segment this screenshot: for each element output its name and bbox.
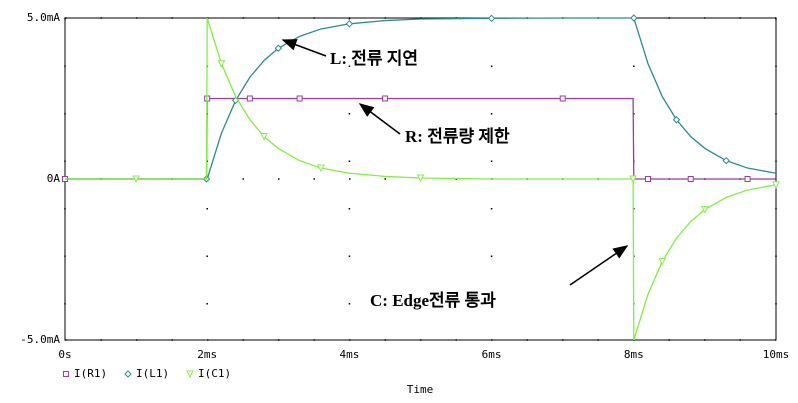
series-line [65, 17, 777, 341]
x-tick-label: 10ms [763, 348, 790, 361]
data-point [672, 116, 681, 124]
data-point [772, 181, 780, 189]
data-point [260, 132, 268, 141]
annotation: C: Edge전류 통과 [370, 291, 496, 310]
x-tick-label: 6ms [482, 348, 502, 361]
data-point [345, 20, 354, 28]
legend-symbol [124, 370, 132, 378]
data-point [317, 164, 325, 173]
data-point [744, 176, 751, 182]
x-tick-label: 0s [58, 348, 71, 361]
x-tick-label: 2ms [197, 348, 217, 361]
x-tick-label: 8ms [624, 348, 644, 361]
data-point [701, 206, 709, 214]
x-tick-label: 4ms [339, 348, 359, 361]
annotation-arrow [281, 39, 327, 57]
data-point [629, 175, 637, 184]
x-axis-label: Time [407, 383, 434, 396]
legend-label: I(C1) [198, 367, 231, 380]
annotation: R: 전류량 제한 [405, 127, 510, 146]
data-point [217, 60, 226, 68]
data-point [645, 176, 652, 182]
data-point [687, 176, 694, 182]
legend-label: I(L1) [136, 367, 169, 380]
data-point [416, 174, 425, 183]
data-point [246, 95, 253, 102]
data-point [296, 95, 303, 102]
data-point [487, 14, 496, 23]
legend-symbol [63, 371, 69, 377]
data-point [658, 257, 667, 266]
legend-symbol [186, 370, 194, 379]
data-point [559, 95, 566, 102]
data-point [722, 156, 730, 165]
series-line [65, 17, 777, 180]
data-point [132, 175, 140, 184]
data-point [274, 44, 283, 52]
annotation: L: 전류 지연 [330, 49, 418, 68]
y-tick-label: -5.0mA [20, 333, 60, 346]
legend-label: I(R1) [74, 367, 107, 380]
annotation-arrow [569, 245, 629, 286]
annotation-arrow [358, 103, 401, 135]
data-point [630, 14, 638, 22]
y-tick-label: 5.0mA [27, 11, 60, 24]
y-tick-label: 0A [47, 172, 61, 185]
data-point [381, 95, 388, 102]
